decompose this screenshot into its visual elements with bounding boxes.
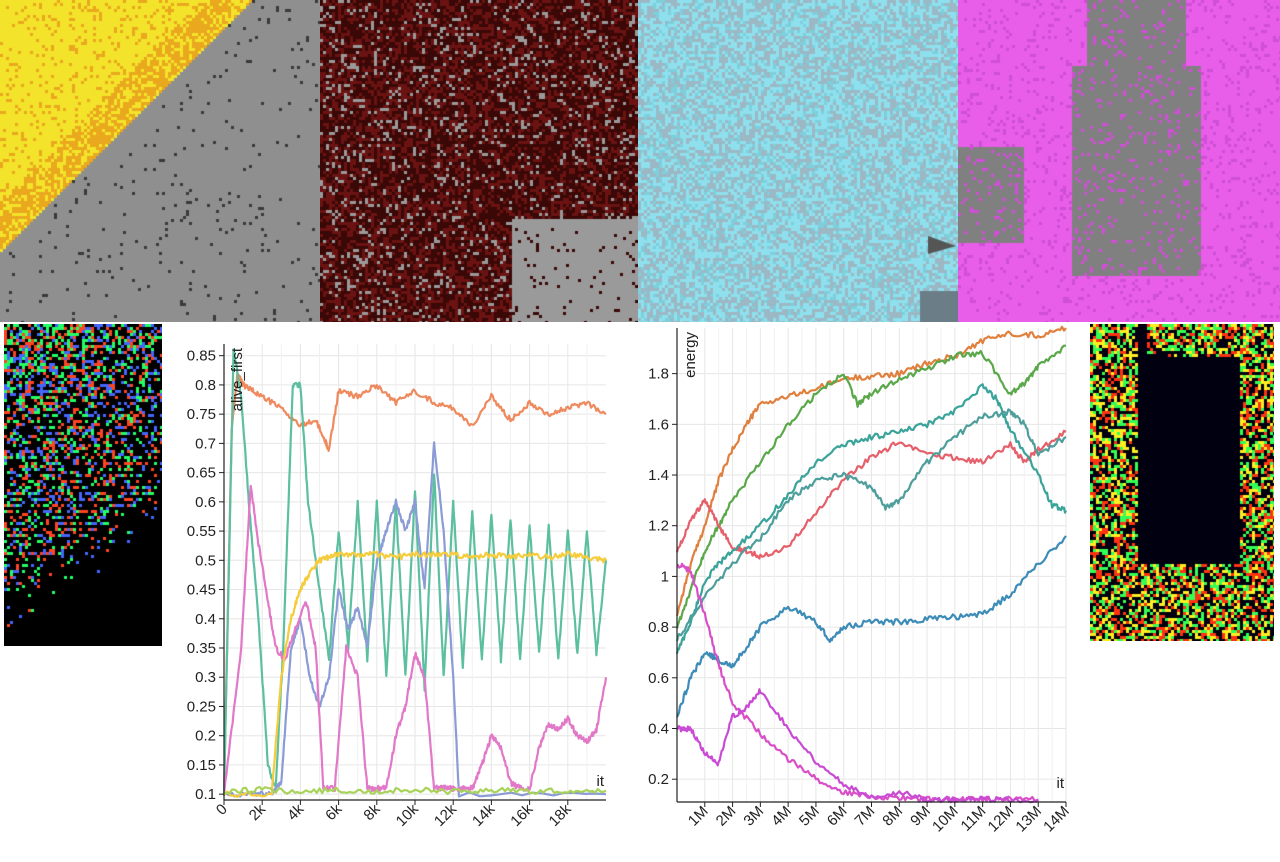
energy-y-tick-label: 1.6 [648, 416, 669, 433]
energy-x-tick-label: 6M [824, 803, 851, 830]
energy-y-tick-label: 0.8 [648, 619, 669, 636]
alive-x-tick-label: 12k [431, 800, 460, 829]
energy-x-axis-label: it [1057, 775, 1065, 792]
alive-x-tick-label: 0 [213, 801, 231, 819]
alive-x-tick-label: 4k [284, 800, 308, 824]
energy-x-tick-label: 1M [685, 803, 712, 830]
alive-y-tick-label: 0.8 [195, 377, 216, 394]
alive-x-axis-label: it [597, 773, 605, 790]
alive-x-tick-label: 18k [546, 800, 575, 829]
alive-y-tick-label: 0.3 [195, 669, 216, 686]
alive-series-line [223, 441, 607, 798]
energy-series-line [675, 325, 1067, 617]
alive-y-tick-label: 0.55 [187, 523, 216, 540]
alive-x-tick-label: 14k [469, 800, 498, 829]
energy-series-line [675, 408, 1067, 642]
alive-y-tick-label: 0.1 [195, 786, 216, 803]
energy-series-line [675, 429, 1067, 560]
energy-x-tick-label: 13M [1012, 803, 1045, 836]
noisy-color-snapshot-right [1090, 324, 1274, 641]
energy-y-tick-label: 0.6 [648, 670, 669, 687]
alive-y-tick-label: 0.5 [195, 552, 216, 569]
energy-x-tick-label: 12M [985, 803, 1018, 836]
alive-first-chart: 0.85 0.8 0.75 0.7 0.65 0.6 0.55 0.5 0.45 0.4 0.35 0… [160, 322, 620, 857]
alive-y-tick-label: 0.85 [187, 348, 216, 365]
energy-x-tick-label: 10M [929, 803, 962, 836]
alive-y-tick-label: 0.4 [195, 611, 216, 628]
alive-x-tick-label: 16k [507, 800, 536, 829]
alive-x-tick-label: 6k [322, 800, 346, 824]
energy-y-tick-label: 0.4 [648, 720, 669, 737]
energy-y-axis-label: energy [682, 332, 699, 378]
energy-x-tick-label: 7M [852, 803, 879, 830]
energy-x-tick-label: 14M [1040, 803, 1073, 836]
energy-y-tick-label: 1.4 [648, 467, 669, 484]
alive-series-line [223, 550, 607, 798]
alive-y-tick-label: 0.45 [187, 582, 216, 599]
alive-y-tick-label: 0.7 [195, 435, 216, 452]
energy-series-line [676, 688, 1039, 804]
alive-y-tick-label: 0.75 [187, 406, 216, 423]
alive-y-tick-label: 0.65 [187, 465, 216, 482]
noisy-color-snapshot-left [4, 324, 162, 646]
alive-y-tick-label: 0.35 [187, 640, 216, 657]
energy-x-tick-label: 5M [796, 803, 823, 830]
alive-series-line [223, 785, 607, 796]
energy-x-tick-label: 11M [958, 803, 990, 835]
energy-y-tick-label: 0.2 [648, 771, 669, 788]
energy-x-tick-label: 4M [768, 803, 795, 830]
energy-x-tick-label: 3M [740, 803, 767, 830]
dark-red-automaton-snapshot [320, 0, 638, 322]
energy-chart: 1.8 1.6 1.4 1.2 1 0.8 0.6 0.4 0.2 1M 2M 3M 4M 5M 6M 7M 8… [620, 322, 1088, 857]
alive-y-tick-label: 0.15 [187, 757, 216, 774]
cyan-automaton-snapshot [638, 0, 958, 322]
energy-x-tick-label: 2M [713, 803, 740, 830]
alive-y-tick-label: 0.25 [187, 698, 216, 715]
alive-x-tick-label: 8k [360, 800, 384, 824]
alive-y-axis-label: alive_first [229, 347, 246, 411]
yellow-automaton-snapshot [0, 0, 320, 322]
alive-y-tick-label: 0.2 [195, 728, 216, 745]
alive-series-line [222, 371, 607, 796]
alive-x-tick-label: 10k [393, 800, 422, 829]
energy-series-line [675, 383, 1067, 654]
alive-series-line [222, 484, 608, 796]
energy-x-tick-label: 8M [879, 803, 906, 830]
energy-y-tick-label: 1.2 [648, 518, 669, 535]
alive-y-tick-label: 0.6 [195, 494, 216, 511]
energy-y-tick-label: 1.8 [648, 366, 669, 383]
alive-x-tick-label: 2k [246, 800, 270, 824]
energy-y-tick-label: 1 [661, 568, 669, 585]
magenta-automaton-snapshot [958, 0, 1280, 322]
